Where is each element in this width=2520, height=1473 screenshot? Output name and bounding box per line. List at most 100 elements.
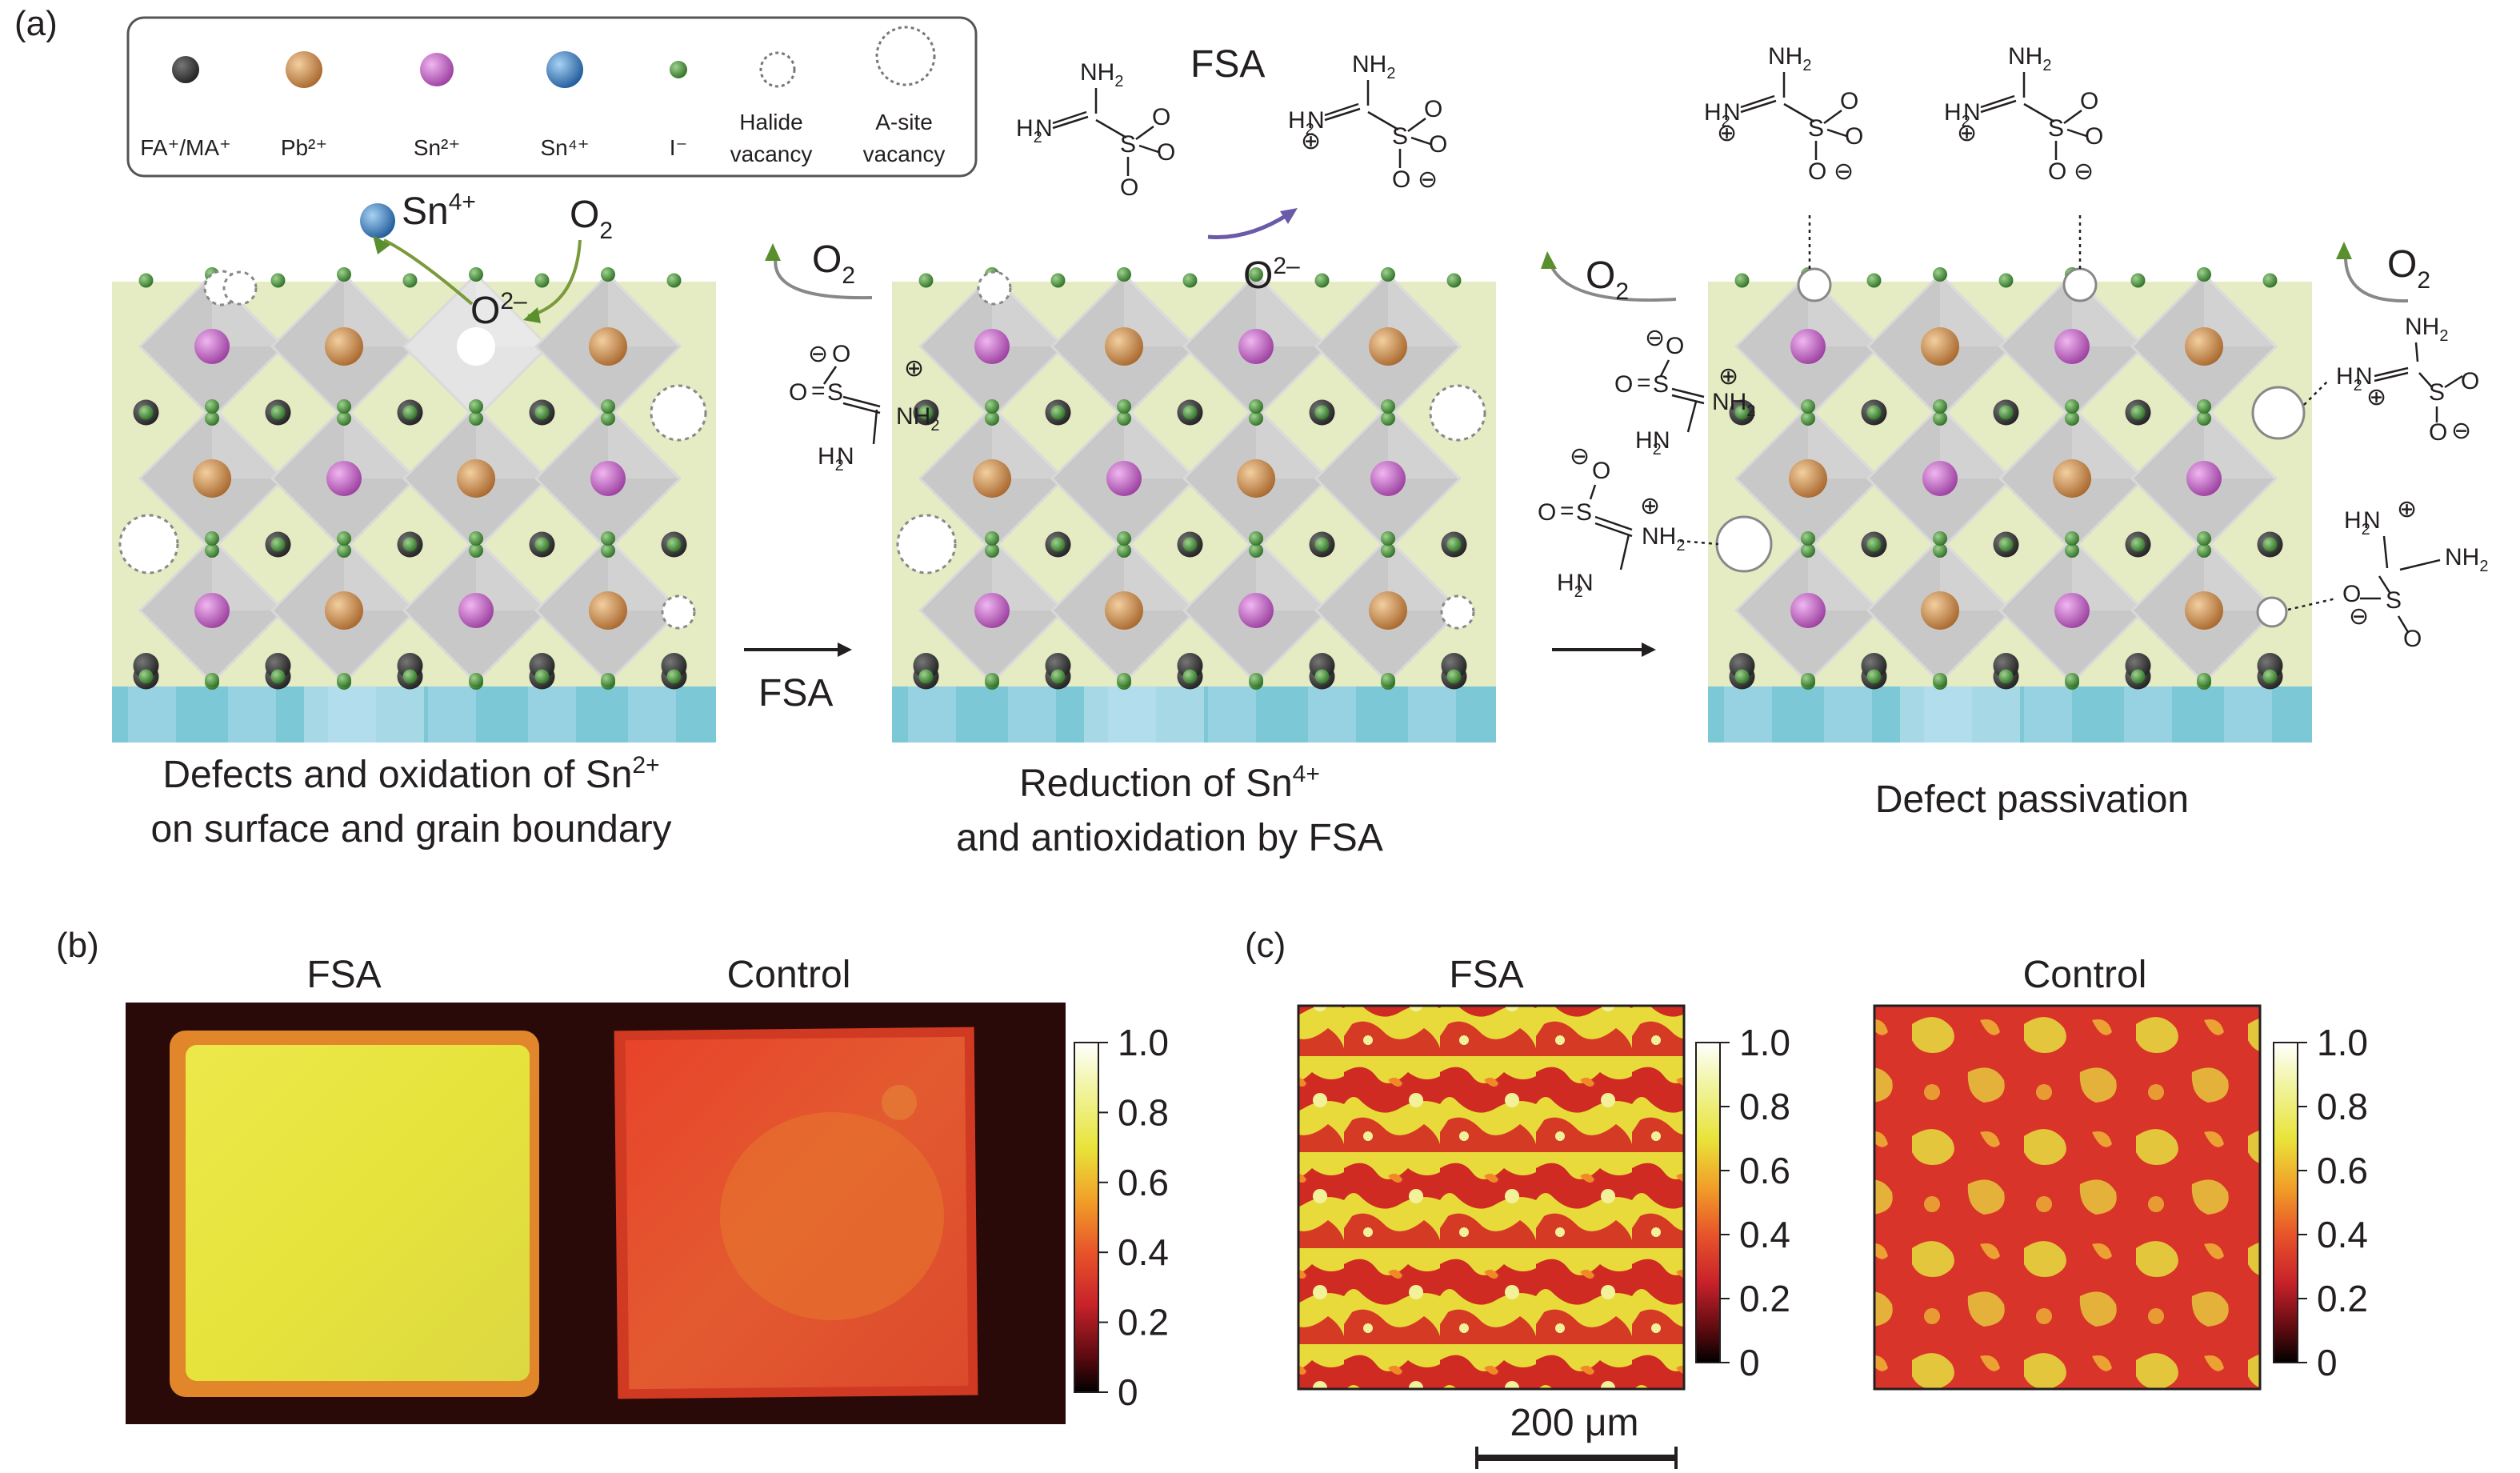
svg-text:=: = [1637, 370, 1651, 396]
svg-text:⊖: ⊖ [1645, 325, 1665, 351]
caption-step3: Defect passivation [1875, 779, 2189, 821]
svg-text:⊖: ⊖ [2074, 158, 2094, 185]
colorbar-tick: 0.6 [1739, 1150, 1790, 1191]
svg-text:⊕: ⊕ [1640, 493, 1660, 519]
colorbar-tick: 1.0 [2317, 1022, 2368, 1063]
svg-text:H2: H2 [1704, 99, 1730, 130]
svg-text:O: O [1157, 139, 1175, 166]
svg-text:O: O [2080, 88, 2098, 114]
colorbar-tick: 0.2 [1118, 1302, 1169, 1343]
colorbar-tick: 0.4 [2317, 1214, 2368, 1255]
svg-text:NH2: NH2 [1712, 389, 1755, 420]
svg-text:O: O [1808, 158, 1826, 185]
o2-label-4: O2 [2387, 243, 2430, 294]
svg-text:H2: H2 [1635, 427, 1662, 458]
svg-text:N: N [1035, 115, 1053, 142]
svg-text:O: O [1845, 123, 1863, 150]
panel-b-title-control: Control [727, 954, 851, 996]
colorbar-tick: 0 [1739, 1342, 1760, 1383]
colorbar-tick: 0.8 [1118, 1091, 1169, 1133]
svg-text:NH2: NH2 [1080, 59, 1123, 90]
panel-c-title-fsa: FSA [1449, 954, 1523, 996]
caption-step2-line1: Reduction of Sn4+ [1019, 761, 1320, 805]
svg-text:S: S [2386, 587, 2402, 614]
svg-text:⊕: ⊕ [1301, 128, 1321, 154]
svg-text:NH2: NH2 [1352, 51, 1395, 82]
legend-iodide: I⁻ [670, 135, 688, 160]
lattice-reduction [892, 267, 1496, 743]
svg-text:⊖: ⊖ [2451, 418, 2471, 444]
svg-text:O: O [2461, 368, 2479, 394]
panel-b-label: (b) [56, 926, 99, 965]
svg-text:⊕: ⊕ [2366, 384, 2386, 410]
colorbar-tick: 0.2 [1739, 1278, 1790, 1319]
svg-text:NH2: NH2 [2445, 544, 2488, 575]
svg-text:H2: H2 [2336, 363, 2362, 394]
colorbar-tick: 0.8 [1739, 1086, 1790, 1127]
svg-text:S: S [1120, 131, 1136, 158]
svg-text:⊕: ⊕ [904, 355, 924, 382]
svg-text:⊕: ⊕ [1957, 120, 1977, 146]
svg-text:N: N [2363, 507, 2381, 534]
svg-text:O: O [1840, 88, 1858, 114]
o2-out-arrow-4-icon [2343, 254, 2409, 303]
svg-text:S: S [1808, 115, 1824, 142]
svg-text:O: O [1392, 166, 1410, 193]
svg-text:S: S [2429, 379, 2445, 406]
caption-step2-line2: and antioxidation by FSA [956, 817, 1383, 859]
panel-b-title-fsa: FSA [306, 954, 381, 996]
o2-label-1: O2 [570, 194, 613, 244]
o2-out-arrow-2-icon [774, 255, 873, 300]
svg-text:O: O [2342, 581, 2361, 607]
lattice-defects [112, 267, 716, 743]
svg-text:H2: H2 [1557, 570, 1583, 601]
svg-text:⊖: ⊖ [808, 341, 828, 367]
sn4-out-arrow-icon [383, 238, 474, 306]
step1-annotations: Sn4+ O2 O2– [360, 189, 613, 332]
svg-text:N: N [837, 443, 854, 470]
svg-text:S: S [1392, 123, 1408, 150]
panel-c-label: (c) [1245, 926, 1286, 965]
svg-text:O: O [2429, 419, 2447, 446]
svg-text:N: N [1963, 99, 1981, 126]
svg-text:S: S [2048, 115, 2064, 142]
o2-label-2: O2 [812, 238, 855, 289]
svg-text:O: O [2085, 123, 2103, 150]
svg-text:S: S [1653, 371, 1669, 398]
svg-text:O: O [789, 379, 807, 406]
legend-halide-1: Halide [739, 110, 802, 134]
caption-step1-line2: on surface and grain boundary [150, 808, 671, 851]
colorbar-tick: 0.6 [2317, 1150, 2368, 1191]
svg-text:H2: H2 [818, 443, 844, 474]
svg-text:NH2: NH2 [2008, 43, 2051, 74]
o2-label-3: O2 [1586, 254, 1629, 305]
pl-map-devices [126, 1003, 1066, 1424]
svg-text:N: N [2355, 363, 2373, 390]
legend-halide-2: vacancy [730, 142, 813, 166]
colorbar-tick: 0.6 [1118, 1162, 1169, 1203]
pb-sphere-icon [286, 51, 322, 88]
svg-text:NH2: NH2 [1768, 43, 1811, 74]
legend-asite-1: A-site [875, 110, 933, 134]
legend-sn2: Sn²⁺ [414, 135, 460, 160]
svg-text:⊖: ⊖ [2349, 603, 2369, 630]
colorbar-tick: 0.8 [2317, 1086, 2368, 1127]
svg-text:O: O [1614, 371, 1633, 398]
a-site-vacancy-icon [875, 26, 936, 86]
halide-vacancy-icon [759, 51, 796, 88]
svg-text:⊖: ⊖ [1570, 443, 1590, 470]
legend-fa-ma: FA⁺/MA⁺ [140, 135, 231, 160]
caption-step1-line1: Defects and oxidation of Sn2+ [162, 752, 659, 796]
svg-text:H2: H2 [1944, 99, 1970, 130]
colorbar-c-fsa: 1.0 0.8 0.6 0.4 0.2 0 [1695, 1022, 1790, 1383]
process-arrow-2 [1552, 642, 1656, 657]
panel-a-label: (a) [14, 4, 58, 43]
svg-text:⊕: ⊕ [2397, 496, 2417, 522]
lattice-passivation [1708, 267, 2312, 743]
o2-out-arrow-3-icon [1549, 263, 1677, 302]
svg-text:⊕: ⊕ [1718, 363, 1738, 390]
fa-ma-sphere-icon [172, 56, 199, 83]
svg-text:N: N [1576, 570, 1594, 596]
colorbar-b: 1.0 0.8 0.6 0.4 0.2 0 [1074, 1022, 1169, 1413]
